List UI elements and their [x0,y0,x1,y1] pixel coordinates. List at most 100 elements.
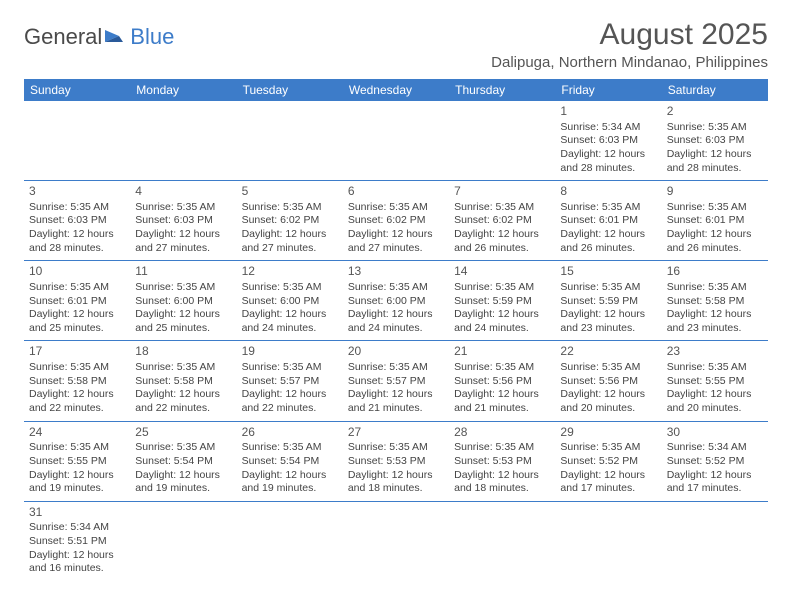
sunset-line: Sunset: 6:02 PM [454,214,550,228]
day-number: 26 [242,425,338,441]
day-cell: 21Sunrise: 5:35 AMSunset: 5:56 PMDayligh… [449,341,555,421]
sunset-line: Sunset: 6:00 PM [242,295,338,309]
sunset-line: Sunset: 6:03 PM [560,134,656,148]
day-cell: 4Sunrise: 5:35 AMSunset: 6:03 PMDaylight… [130,181,236,261]
sunset-line: Sunset: 5:52 PM [667,455,763,469]
daylight-line: Daylight: 12 hours and 22 minutes. [242,388,338,415]
day-number: 20 [348,344,444,360]
day-number: 17 [29,344,125,360]
sunrise-line: Sunrise: 5:35 AM [667,361,763,375]
title-block: August 2025 Dalipuga, Northern Mindanao,… [491,18,768,71]
day-number: 30 [667,425,763,441]
sunset-line: Sunset: 5:58 PM [29,375,125,389]
day-cell: 13Sunrise: 5:35 AMSunset: 6:00 PMDayligh… [343,261,449,341]
day-cell: 23Sunrise: 5:35 AMSunset: 5:55 PMDayligh… [662,341,768,421]
daylight-line: Daylight: 12 hours and 28 minutes. [29,228,125,255]
sunrise-line: Sunrise: 5:35 AM [348,361,444,375]
sunrise-line: Sunrise: 5:35 AM [454,201,550,215]
day-number: 1 [560,104,656,120]
sunrise-line: Sunrise: 5:34 AM [560,121,656,135]
sunset-line: Sunset: 6:00 PM [135,295,231,309]
empty-cell [237,101,343,181]
daylight-line: Daylight: 12 hours and 27 minutes. [242,228,338,255]
sunrise-line: Sunrise: 5:35 AM [667,201,763,215]
sunset-line: Sunset: 5:54 PM [135,455,231,469]
day-cell: 5Sunrise: 5:35 AMSunset: 6:02 PMDaylight… [237,181,343,261]
sunrise-line: Sunrise: 5:35 AM [242,361,338,375]
day-number: 25 [135,425,231,441]
day-cell: 12Sunrise: 5:35 AMSunset: 6:00 PMDayligh… [237,261,343,341]
day-cell: 14Sunrise: 5:35 AMSunset: 5:59 PMDayligh… [449,261,555,341]
weekday-header: Saturday [662,79,768,101]
daylight-line: Daylight: 12 hours and 20 minutes. [560,388,656,415]
sunrise-line: Sunrise: 5:35 AM [454,361,550,375]
daylight-line: Daylight: 12 hours and 26 minutes. [560,228,656,255]
daylight-line: Daylight: 12 hours and 24 minutes. [454,308,550,335]
daylight-line: Daylight: 12 hours and 28 minutes. [560,148,656,175]
daylight-line: Daylight: 12 hours and 16 minutes. [29,549,125,576]
day-number: 14 [454,264,550,280]
daylight-line: Daylight: 12 hours and 28 minutes. [667,148,763,175]
daylight-line: Daylight: 12 hours and 20 minutes. [667,388,763,415]
sunset-line: Sunset: 6:03 PM [29,214,125,228]
sunset-line: Sunset: 5:53 PM [348,455,444,469]
daylight-line: Daylight: 12 hours and 19 minutes. [135,469,231,496]
day-cell: 25Sunrise: 5:35 AMSunset: 5:54 PMDayligh… [130,421,236,501]
daylight-line: Daylight: 12 hours and 25 minutes. [29,308,125,335]
sunset-line: Sunset: 5:53 PM [454,455,550,469]
sunrise-line: Sunrise: 5:35 AM [242,201,338,215]
daylight-line: Daylight: 12 hours and 26 minutes. [454,228,550,255]
day-number: 31 [29,505,125,521]
daylight-line: Daylight: 12 hours and 22 minutes. [135,388,231,415]
daylight-line: Daylight: 12 hours and 22 minutes. [29,388,125,415]
empty-cell [130,501,236,581]
weekday-header: Wednesday [343,79,449,101]
day-cell: 2Sunrise: 5:35 AMSunset: 6:03 PMDaylight… [662,101,768,181]
day-cell: 7Sunrise: 5:35 AMSunset: 6:02 PMDaylight… [449,181,555,261]
day-cell: 11Sunrise: 5:35 AMSunset: 6:00 PMDayligh… [130,261,236,341]
sunrise-line: Sunrise: 5:35 AM [242,441,338,455]
daylight-line: Daylight: 12 hours and 27 minutes. [348,228,444,255]
day-number: 24 [29,425,125,441]
day-number: 16 [667,264,763,280]
sunrise-line: Sunrise: 5:35 AM [560,281,656,295]
sunrise-line: Sunrise: 5:35 AM [454,441,550,455]
daylight-line: Daylight: 12 hours and 19 minutes. [29,469,125,496]
sunrise-line: Sunrise: 5:34 AM [667,441,763,455]
sunrise-line: Sunrise: 5:35 AM [29,361,125,375]
day-number: 4 [135,184,231,200]
sunrise-line: Sunrise: 5:35 AM [348,201,444,215]
day-number: 21 [454,344,550,360]
day-number: 27 [348,425,444,441]
daylight-line: Daylight: 12 hours and 17 minutes. [667,469,763,496]
day-cell: 8Sunrise: 5:35 AMSunset: 6:01 PMDaylight… [555,181,661,261]
day-number: 9 [667,184,763,200]
day-cell: 22Sunrise: 5:35 AMSunset: 5:56 PMDayligh… [555,341,661,421]
sunrise-line: Sunrise: 5:35 AM [242,281,338,295]
sunrise-line: Sunrise: 5:34 AM [29,521,125,535]
day-number: 22 [560,344,656,360]
day-cell: 30Sunrise: 5:34 AMSunset: 5:52 PMDayligh… [662,421,768,501]
day-cell: 24Sunrise: 5:35 AMSunset: 5:55 PMDayligh… [24,421,130,501]
sunset-line: Sunset: 5:57 PM [348,375,444,389]
empty-cell [449,501,555,581]
day-number: 28 [454,425,550,441]
day-number: 7 [454,184,550,200]
empty-cell [555,501,661,581]
daylight-line: Daylight: 12 hours and 21 minutes. [348,388,444,415]
daylight-line: Daylight: 12 hours and 23 minutes. [667,308,763,335]
calendar-head: SundayMondayTuesdayWednesdayThursdayFrid… [24,79,768,101]
day-number: 6 [348,184,444,200]
day-cell: 1Sunrise: 5:34 AMSunset: 6:03 PMDaylight… [555,101,661,181]
logo-text-2: Blue [130,24,174,50]
sunset-line: Sunset: 5:59 PM [454,295,550,309]
empty-cell [237,501,343,581]
sunset-line: Sunset: 6:01 PM [29,295,125,309]
sunrise-line: Sunrise: 5:35 AM [667,281,763,295]
daylight-line: Daylight: 12 hours and 21 minutes. [454,388,550,415]
day-cell: 17Sunrise: 5:35 AMSunset: 5:58 PMDayligh… [24,341,130,421]
sunset-line: Sunset: 6:03 PM [135,214,231,228]
day-cell: 16Sunrise: 5:35 AMSunset: 5:58 PMDayligh… [662,261,768,341]
location: Dalipuga, Northern Mindanao, Philippines [491,54,768,71]
logo-flag-icon [105,24,127,50]
